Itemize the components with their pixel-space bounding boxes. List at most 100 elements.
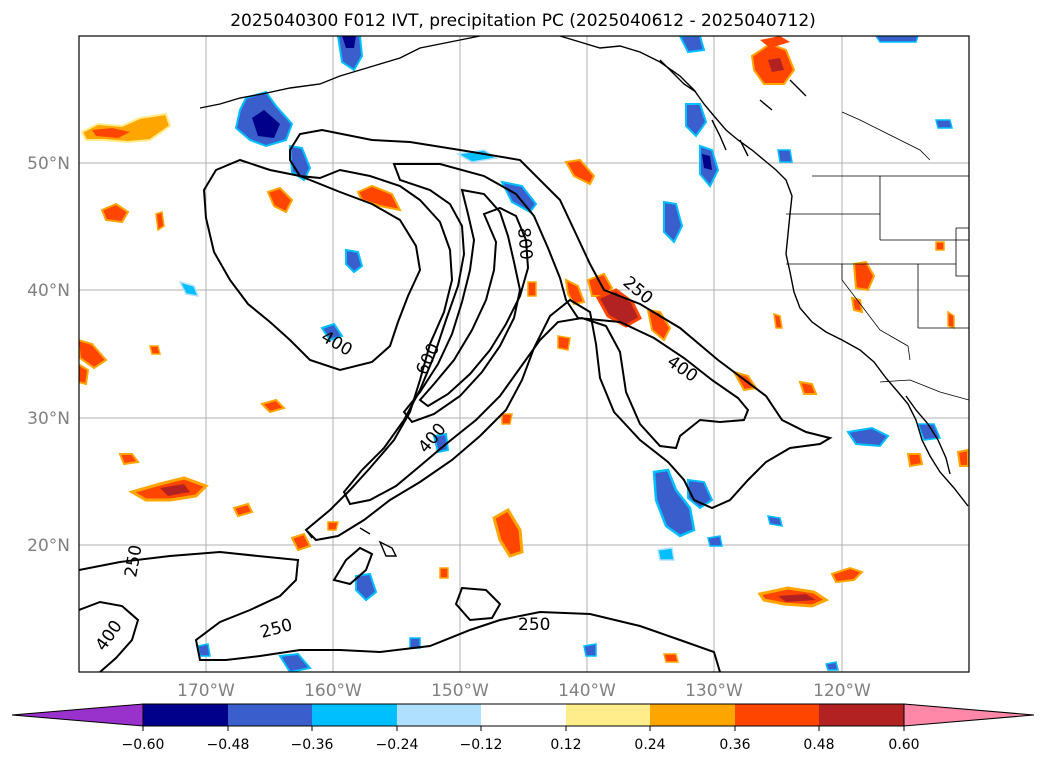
ivt-contour-400-southwest <box>79 600 140 672</box>
lon-label-160w: 160°W <box>304 681 362 701</box>
precip-blob <box>935 241 945 251</box>
precip-blob <box>595 288 642 328</box>
precip-blob <box>327 521 339 531</box>
precip-blob <box>875 36 919 43</box>
precip-blob <box>252 110 280 138</box>
map-background <box>79 36 969 672</box>
lon-label-120w: 120°W <box>813 681 871 701</box>
precip-blob <box>260 398 286 414</box>
lon-label-140w: 140°W <box>558 681 616 701</box>
precip-blob <box>760 36 790 48</box>
precip-blob <box>678 36 706 54</box>
contour-label: 250 <box>518 615 550 635</box>
precip-blob <box>956 448 969 467</box>
colorbar: −0.60 −0.48 −0.36 −0.24 −0.12 0.12 0.24 … <box>11 703 1035 753</box>
precip-blob <box>702 154 712 170</box>
precip-blob <box>557 335 571 351</box>
precip-blob <box>455 149 498 163</box>
ivt-contour-250-south <box>79 550 721 672</box>
precip-blob <box>766 515 784 527</box>
precip-blob <box>439 567 449 579</box>
precip-blob <box>100 202 130 224</box>
colorbar-segment <box>819 704 904 726</box>
colorbar-segment <box>481 704 566 726</box>
precip-blob <box>501 413 513 425</box>
ivt-contour-800 <box>418 206 530 408</box>
ivt-contour-250-main <box>289 128 833 542</box>
coastline-hawaii <box>305 527 398 557</box>
precip-blob <box>564 278 586 306</box>
colorbar-tick-label: 0.48 <box>803 737 834 753</box>
figure-title: 2025040300 F012 IVT, precipitation PC (2… <box>230 11 816 31</box>
precip-blob <box>778 594 816 602</box>
colorbar-tick-label: −0.24 <box>376 737 419 753</box>
colorbar-segment <box>650 704 735 726</box>
colorbar-tick-label: −0.12 <box>460 737 503 753</box>
precip-blob <box>657 547 675 561</box>
precip-blob <box>266 186 294 214</box>
colorbar-tick-label: −0.60 <box>122 737 165 753</box>
colorbar-segment <box>566 704 650 726</box>
precip-blob <box>846 426 890 448</box>
coastline-alaska <box>199 36 481 109</box>
border-us-mexico <box>879 379 969 401</box>
precip-blob <box>232 502 254 518</box>
precip-blob <box>278 652 312 672</box>
precip-blob <box>935 119 953 129</box>
colorbar-tick-label: −0.36 <box>291 737 334 753</box>
colorbar-tick-label: 0.60 <box>888 737 919 753</box>
longitude-labels: 170°W 160°W 150°W 140°W 130°W 120°W <box>177 681 871 701</box>
precip-blob <box>564 158 596 186</box>
lon-label-130w: 130°W <box>685 681 743 701</box>
precip-blob <box>79 363 90 386</box>
precip-blob <box>345 248 364 274</box>
lon-label-170w: 170°W <box>177 681 235 701</box>
precip-blob <box>336 36 364 72</box>
colorbar-extend-max <box>903 703 1035 727</box>
colorbar-tick-label: 0.36 <box>719 737 750 753</box>
ivt-contour-600 <box>402 188 522 424</box>
coastline-islands <box>659 59 807 157</box>
border-alaska-canada <box>841 111 931 161</box>
colorbar-tick-label: 0.24 <box>634 737 665 753</box>
precip-blob <box>707 535 723 547</box>
precip-blob <box>825 661 839 671</box>
colorbar-segment <box>312 704 397 726</box>
precip-blob <box>527 281 537 297</box>
precip-blob <box>118 453 140 466</box>
precip-blob <box>288 144 312 182</box>
precip-blob <box>355 572 378 602</box>
contour-label: 800 <box>513 227 536 261</box>
precip-blob <box>155 211 165 232</box>
colorbar-tick-label: −0.48 <box>207 737 250 753</box>
coastline-baja <box>905 395 951 475</box>
precip-blob <box>777 149 793 163</box>
colorbar-outline <box>142 703 905 727</box>
precip-pc-field <box>79 36 969 672</box>
colorbar-segment <box>228 704 312 726</box>
precip-blob <box>663 653 679 663</box>
precip-blob <box>768 58 784 72</box>
coastlines <box>199 36 969 557</box>
precip-blob <box>906 453 924 468</box>
precip-blob <box>830 566 864 584</box>
ivt-contour-400-west <box>202 158 422 372</box>
precip-blob <box>663 200 684 244</box>
precip-blob <box>798 380 818 395</box>
ivt-contour-400-core <box>342 163 750 506</box>
precip-blob <box>685 103 708 138</box>
precip-blob <box>178 280 200 297</box>
precip-blob <box>773 312 783 329</box>
graticule <box>79 36 969 672</box>
precip-blob <box>583 643 597 657</box>
precip-blob <box>646 308 672 342</box>
border-states <box>786 176 969 361</box>
ivt-contour-250-small <box>332 546 374 586</box>
colorbar-tick-label: 0.12 <box>550 737 581 753</box>
precip-blob <box>160 484 190 496</box>
political-borders <box>786 111 969 401</box>
colorbar-extend-min <box>11 703 144 727</box>
precip-positive-anomalies <box>79 36 969 663</box>
